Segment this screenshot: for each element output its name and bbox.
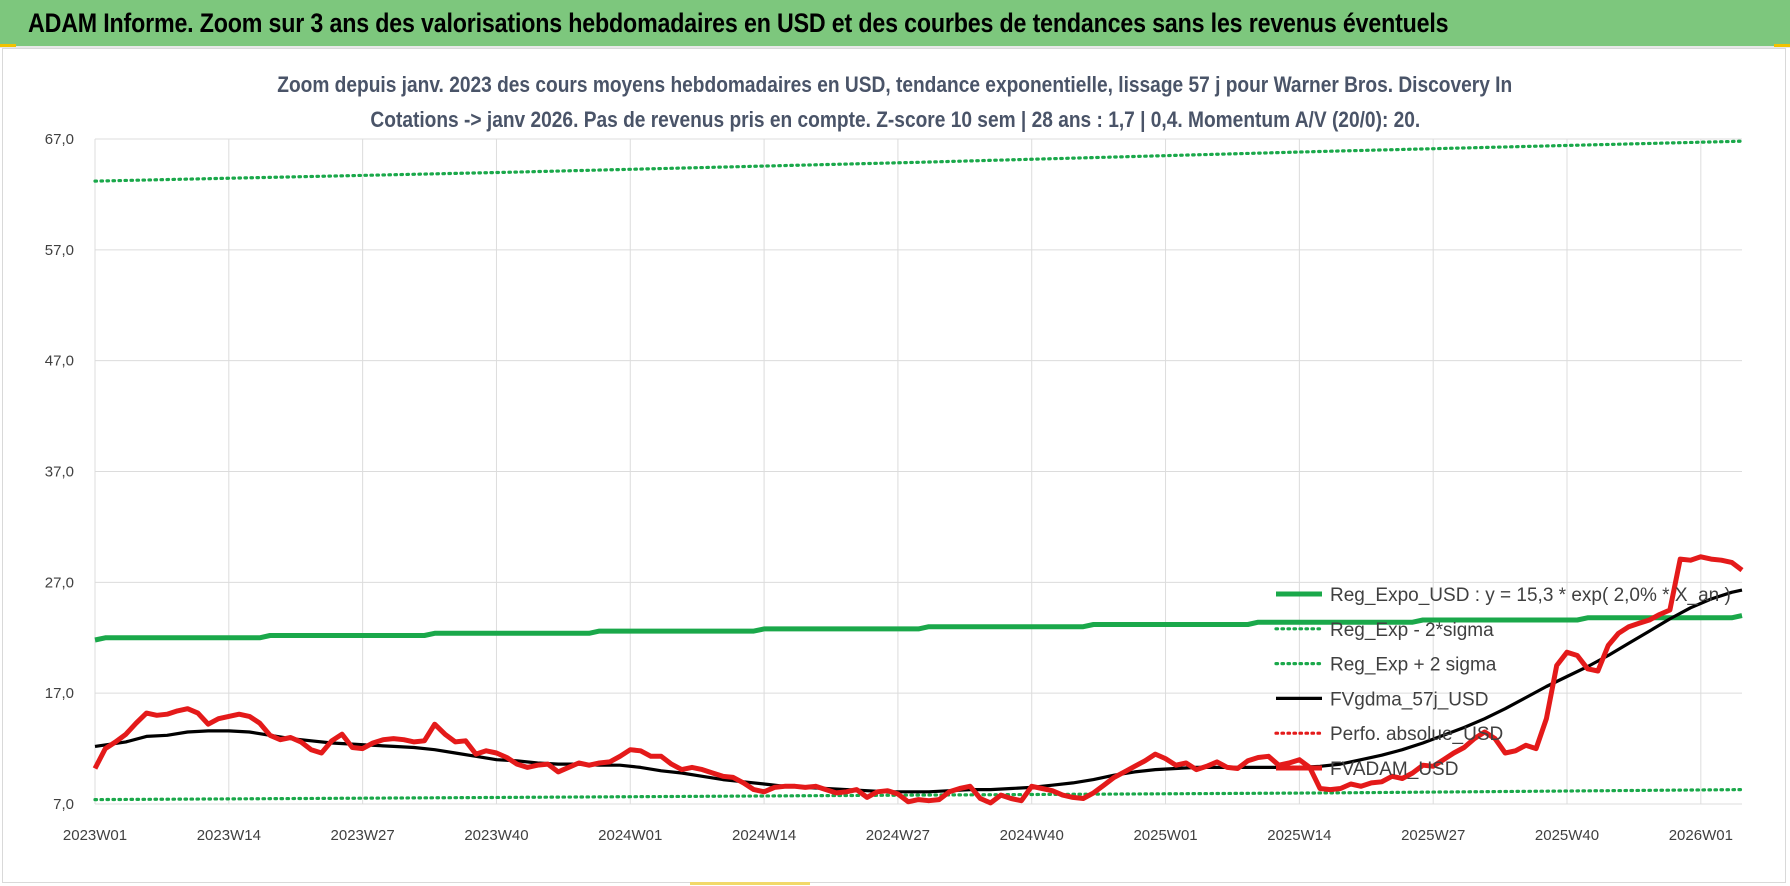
- legend-label: Reg_Exp - 2*sigma: [1330, 620, 1494, 641]
- legend-label: Reg_Exp + 2 sigma: [1330, 655, 1497, 676]
- x-tick-label: 2025W01: [1133, 827, 1197, 844]
- legend-label: Reg_Expo_USD : y = 15,3 * exp( 2,0% * X_…: [1330, 585, 1731, 606]
- x-tick-label: 2024W01: [598, 827, 662, 844]
- chart-frame: [2, 48, 1786, 883]
- corner-mark-right: [1774, 44, 1790, 47]
- x-tick-label: 2023W14: [197, 827, 261, 844]
- series-lines: [92, 139, 1744, 806]
- y-tick-label: 17,0: [45, 685, 74, 702]
- series-line-5: [92, 554, 1744, 806]
- x-tick-label: 2024W14: [732, 827, 796, 844]
- y-tick-label: 7,0: [53, 796, 74, 813]
- x-tick-label: 2023W27: [331, 827, 395, 844]
- legend-label: FVADAM_USD: [1330, 759, 1458, 780]
- y-axis-ticks: 7,0 17,0 27,0 37,0 47,0 57,0 67,0: [45, 131, 74, 813]
- x-tick-label: 2025W27: [1401, 827, 1465, 844]
- y-tick-label: 27,0: [45, 574, 74, 591]
- corner-mark-left: [0, 44, 16, 47]
- x-tick-label: 2025W14: [1267, 827, 1331, 844]
- x-tick-label: 2024W27: [866, 827, 930, 844]
- series-line-0: [94, 613, 1743, 643]
- legend-label: Perfo. absolue_USD: [1330, 724, 1503, 745]
- y-tick-label: 57,0: [45, 242, 74, 259]
- chart-title-line-2: Cotations -> janv 2026. Pas de revenus p…: [370, 107, 1420, 132]
- series-line-1: [93, 788, 1744, 802]
- y-tick-label: 67,0: [45, 131, 74, 148]
- x-axis-ticks: 2023W01 2023W14 2023W27 2023W40 2024W01 2024W…: [63, 827, 1733, 844]
- header-bar: ADAM Informe. Zoom sur 3 ans des valoris…: [0, 0, 1790, 48]
- grid: [94, 138, 1742, 805]
- x-tick-label: 2023W40: [464, 827, 528, 844]
- y-tick-label: 47,0: [45, 353, 74, 370]
- x-tick-label: 2024W40: [1000, 827, 1064, 844]
- legend: Reg_Expo_USD : y = 15,3 * exp( 2,0% * X_…: [1274, 585, 1731, 780]
- bottom-mark: [690, 882, 810, 885]
- chart-title-line-1: Zoom depuis janv. 2023 des cours moyens …: [277, 72, 1513, 97]
- x-tick-label: 2026W01: [1669, 827, 1733, 844]
- y-tick-label: 37,0: [45, 464, 74, 481]
- series-line-2: [93, 139, 1744, 183]
- legend-label: FVgdma_57j_USD: [1330, 689, 1488, 710]
- page-title: ADAM Informe. Zoom sur 3 ans des valoris…: [28, 8, 1449, 38]
- series-line-3: [94, 588, 1743, 794]
- x-tick-label: 2025W40: [1535, 827, 1599, 844]
- x-tick-label: 2023W01: [63, 827, 127, 844]
